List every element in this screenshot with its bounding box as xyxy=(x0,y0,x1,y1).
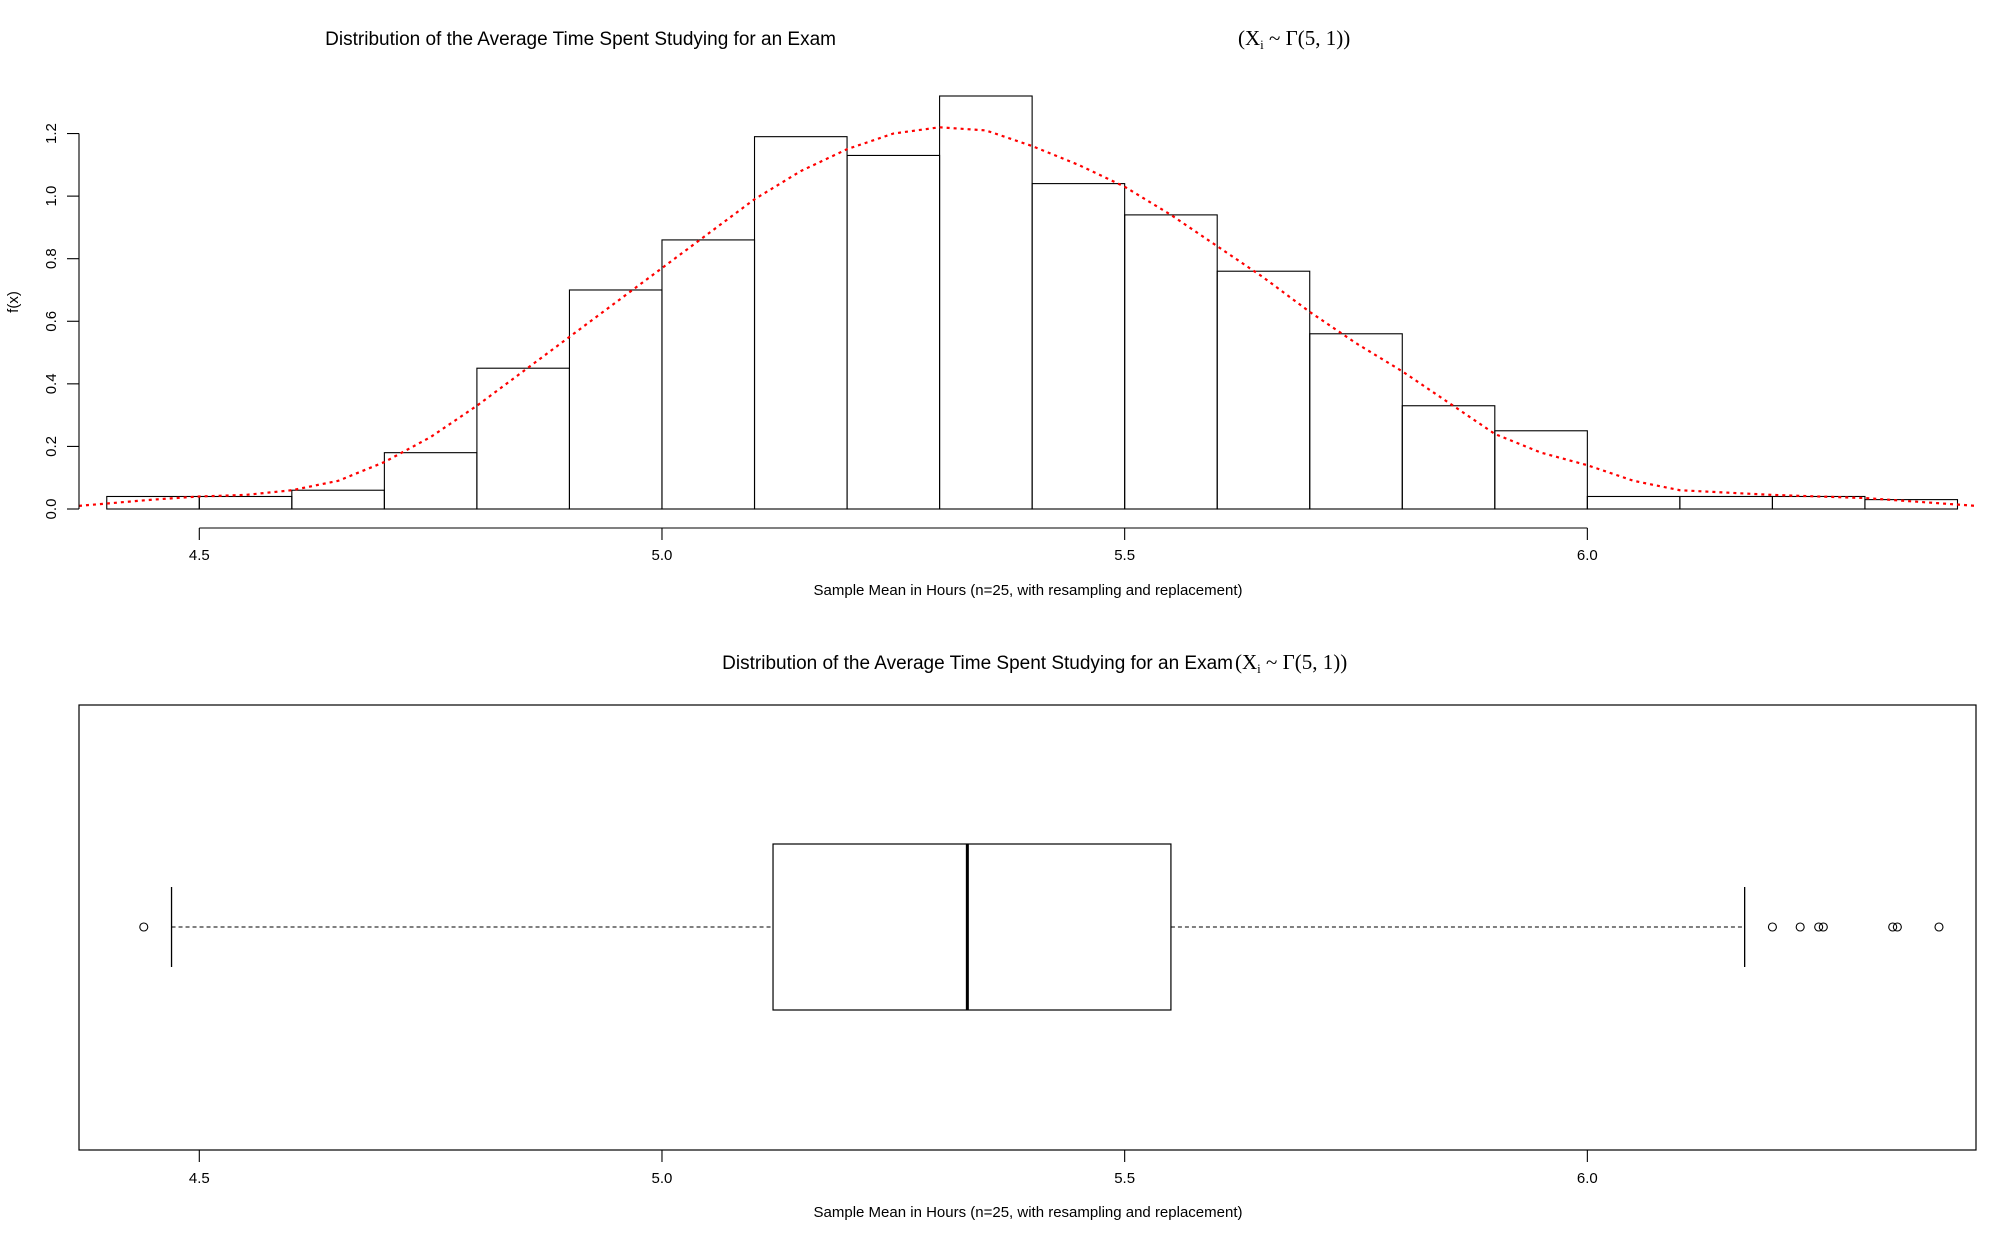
x-tick-label: 5.0 xyxy=(652,1170,673,1187)
histogram-bar xyxy=(1216,270,1311,510)
outlier-point xyxy=(1934,922,1944,932)
histogram-panel: Distribution of the Average Time Spent S… xyxy=(5,26,1977,599)
histogram-bar xyxy=(1771,495,1866,510)
histogram-bar xyxy=(1494,430,1588,510)
histogram-bars xyxy=(106,95,1959,510)
outlier-point xyxy=(1892,922,1902,932)
histogram-y-label: f(x) xyxy=(5,291,22,313)
x-tick-label: 6.0 xyxy=(1577,547,1598,564)
density-curve xyxy=(78,126,1977,507)
outlier-point xyxy=(1888,922,1898,932)
x-tick-label: 6.0 xyxy=(1577,1170,1598,1187)
y-tick-label: 0.4 xyxy=(43,373,60,394)
histogram-bar xyxy=(846,154,941,510)
histogram-bar xyxy=(1031,183,1126,510)
y-tick-label: 0.6 xyxy=(43,311,60,332)
histogram-x-axis: 4.5 5.0 5.5 6.0 xyxy=(189,527,1598,564)
outlier-point xyxy=(1795,922,1805,932)
outlier-point xyxy=(1767,922,1777,932)
histogram-bar xyxy=(939,95,1033,510)
boxplot-panel: Distribution of the Average Time Spent S… xyxy=(78,650,1977,1221)
histogram-x-label: Sample Mean in Hours (n=25, with resampl… xyxy=(814,582,1243,599)
histogram-bar xyxy=(1309,333,1403,510)
histogram-title: Distribution of the Average Time Spent S… xyxy=(325,26,1350,52)
histogram-bar xyxy=(1679,495,1773,510)
y-tick-label: 0.2 xyxy=(43,436,60,457)
y-tick-label: 1.0 xyxy=(43,186,60,207)
histogram-bar xyxy=(753,136,848,510)
x-tick-label: 5.5 xyxy=(1114,547,1135,564)
histogram-bar xyxy=(568,289,663,510)
x-tick-label: 5.0 xyxy=(652,547,673,564)
outlier-point xyxy=(1818,922,1828,932)
histogram-bar xyxy=(291,489,385,510)
histogram-title-math: (Xi ~ Γ(5, 1)) xyxy=(1238,26,1350,52)
y-tick-label: 0.8 xyxy=(43,248,60,269)
interquartile-box xyxy=(772,843,1172,1011)
histogram-title-text: Distribution of the Average Time Spent S… xyxy=(325,29,836,50)
x-tick-label: 4.5 xyxy=(189,1170,210,1187)
boxplot-x-label: Sample Mean in Hours (n=25, with resampl… xyxy=(814,1204,1243,1221)
histogram-bar xyxy=(1401,405,1496,510)
histogram-bar xyxy=(661,239,756,510)
boxplot-x-axis: 4.5 5.0 5.5 6.0 xyxy=(189,1149,1598,1187)
histogram-bar xyxy=(198,495,293,510)
y-tick-label: 0.0 xyxy=(43,499,60,520)
y-tick-label: 1.2 xyxy=(43,123,60,144)
boxplot-title-math: (Xi ~ Γ(5, 1)) xyxy=(1235,650,1347,676)
outlier-point xyxy=(1814,922,1824,932)
boxplot-elements xyxy=(139,843,1944,1011)
boxplot-title: Distribution of the Average Time Spent S… xyxy=(722,650,1347,676)
x-tick-label: 4.5 xyxy=(189,547,210,564)
boxplot-title-text: Distribution of the Average Time Spent S… xyxy=(722,653,1233,674)
outlier-point xyxy=(139,922,149,932)
histogram-bar xyxy=(383,452,478,510)
histogram-y-axis: 0.0 0.2 0.4 0.6 0.8 1.0 1.2 xyxy=(43,123,80,520)
histogram-bar xyxy=(1124,214,1218,510)
histogram-bar xyxy=(1586,495,1681,510)
histogram-bar xyxy=(476,367,570,510)
x-tick-label: 5.5 xyxy=(1114,1170,1135,1187)
